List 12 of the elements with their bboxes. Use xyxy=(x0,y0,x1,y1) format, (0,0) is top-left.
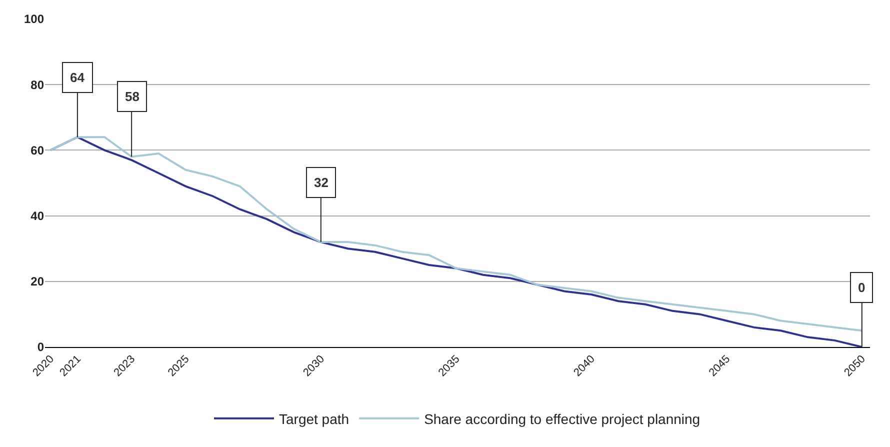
y-tick-label: 80 xyxy=(30,78,44,92)
y-tick-label: 60 xyxy=(30,143,44,158)
legend-label: Target path xyxy=(279,410,350,427)
y-tick-label: 20 xyxy=(30,274,44,289)
y-tick-label: 0 xyxy=(37,340,44,354)
annotation: 0 xyxy=(858,280,866,295)
y-tick-label: 40 xyxy=(30,209,44,223)
annotation: 64 xyxy=(70,70,86,85)
annotation: 58 xyxy=(125,89,140,104)
legend-label: Share according to effective project planning xyxy=(424,410,700,427)
y-tick-label: 100 xyxy=(24,12,44,26)
annotation: 32 xyxy=(314,175,328,190)
